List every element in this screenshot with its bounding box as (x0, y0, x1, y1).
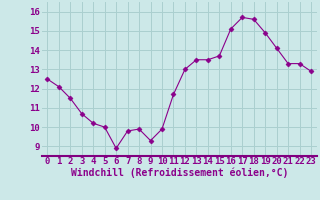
X-axis label: Windchill (Refroidissement éolien,°C): Windchill (Refroidissement éolien,°C) (70, 168, 288, 178)
